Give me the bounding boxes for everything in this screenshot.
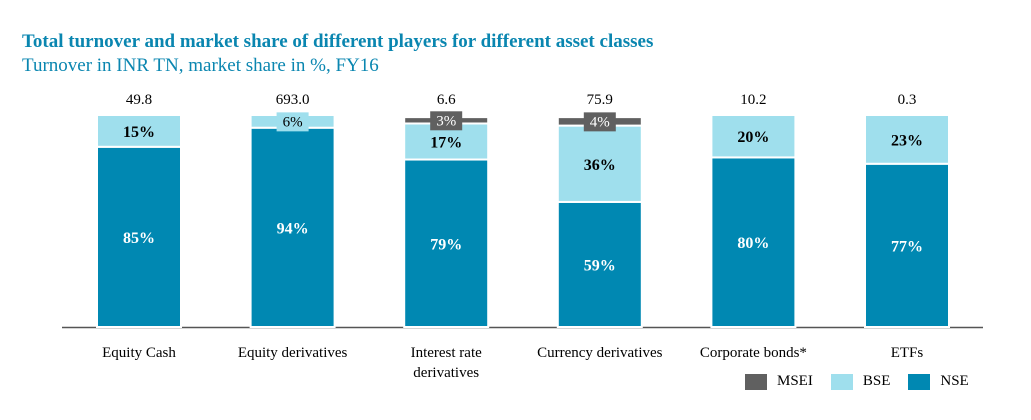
legend-label-bse: BSE (862, 373, 891, 389)
chart-subtitle: Turnover in INR TN, market share in %, F… (22, 55, 379, 76)
bar-nse (710, 156, 797, 328)
total-label: 693.0 (276, 92, 310, 108)
total-label: 10.2 (740, 92, 766, 108)
data-label: 4% (590, 114, 610, 130)
legend-item-msei: MSEI (745, 373, 813, 390)
category-label: Corporate bonds* (700, 345, 807, 361)
total-label: 75.9 (587, 92, 613, 108)
bar-bse (864, 114, 950, 165)
legend-item-nse: NSE (908, 373, 969, 390)
total-label: 6.6 (437, 92, 456, 108)
chart-title: Total turnover and market share of diffe… (22, 31, 654, 52)
category-label: ETFs (891, 345, 924, 361)
bar-bse (710, 114, 797, 159)
data-label: 85% (123, 230, 155, 247)
data-label: 59% (584, 257, 616, 274)
data-label-box (583, 112, 616, 132)
category-label: derivatives (413, 365, 479, 381)
bar-nse (403, 158, 490, 328)
data-label: 3% (436, 113, 456, 129)
data-label: 23% (891, 132, 923, 149)
data-label: 20% (737, 129, 769, 146)
data-label-box (430, 111, 463, 131)
total-label: 49.8 (126, 92, 152, 108)
legend-label-nse: NSE (940, 373, 969, 389)
legend-swatch-nse (908, 373, 931, 390)
bar-nse (96, 145, 182, 328)
category-label: Interest rate (411, 345, 483, 361)
data-label: 15% (123, 124, 155, 141)
total-label: 0.3 (898, 92, 917, 108)
legend: MSEI BSE NSE (745, 373, 987, 390)
data-label: 79% (430, 236, 462, 253)
bar-nse (864, 162, 950, 328)
data-label: 17% (430, 135, 462, 152)
category-label: Equity derivatives (238, 345, 348, 361)
data-label: 6% (283, 114, 303, 130)
legend-swatch-msei (745, 373, 767, 390)
data-label: 94% (277, 220, 309, 237)
legend-label-msei: MSEI (777, 373, 813, 389)
legend-item-bse: BSE (830, 373, 891, 390)
legend-swatch-bse (830, 373, 853, 390)
bar-bse (556, 124, 643, 203)
category-label: Equity Cash (102, 345, 176, 361)
bar-nse (249, 126, 336, 328)
bar-bse (96, 114, 182, 148)
data-label-box (276, 112, 309, 132)
data-label: 36% (584, 157, 616, 174)
data-label: 80% (737, 235, 769, 252)
category-label: Currency derivatives (537, 345, 663, 361)
data-label: 77% (891, 238, 923, 255)
